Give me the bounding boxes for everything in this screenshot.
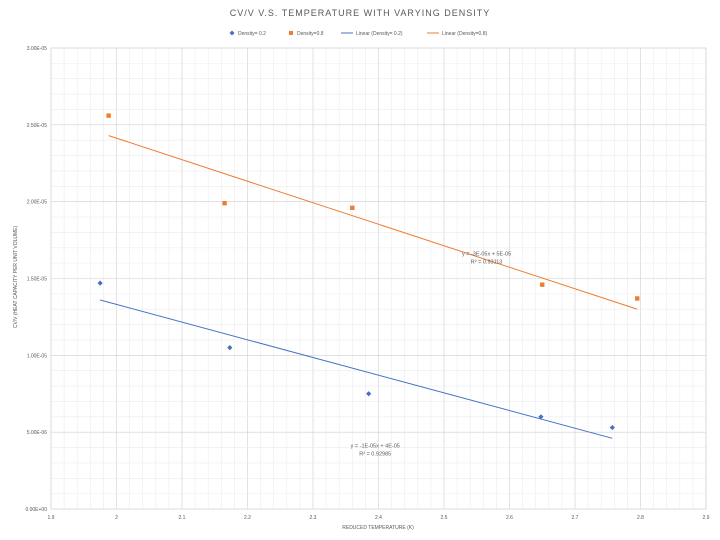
y-axis-ticks: 0.00E+00 5.00E-06 1.00E-05 1.50E-05 2.00E-05… (25, 46, 47, 513)
legend: Density= 0.2 Density=0.8 Linear (Density= … (229, 30, 487, 37)
trendline-series-2 (108, 135, 638, 310)
x-tick-label: 2.2 (244, 515, 251, 521)
y-tick-label: 1.00E-05 (27, 353, 48, 359)
trendline-r-squared: R² = 0.93113 (471, 259, 503, 265)
y-tick-label: 2.00E-05 (27, 200, 48, 206)
data-point-series-1 (609, 424, 615, 431)
trendlines (99, 135, 638, 439)
y-tick-label: 1.50E-05 (27, 277, 48, 283)
gridlines (50, 47, 707, 510)
legend-label: Density= 0.2 (238, 31, 266, 37)
chart-title: CV/V V.S. TEMPERATURE WITH VARYING DENSI… (230, 8, 491, 18)
legend-label: Linear (Density=0.8) (442, 31, 487, 37)
data-point-series-2 (540, 282, 545, 287)
x-tick-label: 2 (115, 515, 118, 521)
x-tick-label: 2.3 (310, 515, 317, 521)
x-tick-label: 2.6 (506, 515, 513, 521)
data-point-series-2 (106, 113, 111, 118)
data-point-series-2 (222, 201, 227, 206)
data-point-series-1 (97, 280, 103, 286)
x-axis-ticks: 1.9 2 2.1 2.2 2.3 2.4 2.5 2.6 2.7 2.8 2.9 (48, 515, 710, 521)
x-tick-label: 2.9 (703, 515, 710, 521)
data-point-series-2 (635, 296, 640, 301)
data-point-series-1 (366, 391, 372, 397)
trendline-equations: y = -1E-05x + 4E-05 R² = 0.92985 y = -3E-0… (351, 251, 512, 457)
data-points (97, 113, 640, 431)
trendline-equation: y = -1E-05x + 4E-05 (351, 444, 400, 450)
plot-area-border (50, 47, 707, 510)
x-tick-label: 2.1 (179, 515, 186, 521)
x-tick-label: 1.9 (48, 515, 55, 521)
y-axis-label: CV/V (HEAT CAPACITY PER UNIT VOLUME) (13, 226, 19, 329)
x-tick-label: 2.4 (375, 515, 382, 521)
x-tick-label: 2.7 (572, 515, 579, 521)
x-tick-label: 2.8 (637, 515, 644, 521)
trendline-equation: y = -3E-05x + 5E-05 (462, 251, 511, 257)
legend-label: Linear (Density= 0.2) (356, 31, 403, 37)
data-point-series-1 (538, 414, 544, 420)
y-tick-label: 2.50E-05 (27, 123, 48, 129)
y-tick-label: 5.00E-06 (27, 430, 48, 436)
trendline-r-squared: R² = 0.92985 (359, 452, 391, 458)
x-tick-label: 2.5 (441, 515, 448, 521)
legend-marker-square (289, 31, 293, 35)
legend-label: Density=0.8 (297, 31, 324, 37)
y-tick-label: 3.00E-05 (27, 46, 48, 52)
trendline-series-1 (99, 299, 613, 439)
legend-marker-diamond (229, 30, 235, 36)
x-axis-label: REDUCED TEMPERATURE (K) (342, 525, 414, 531)
data-point-series-1 (227, 345, 233, 351)
data-point-series-2 (350, 205, 355, 211)
plot-border (50, 47, 707, 510)
y-tick-label: 0.00E+00 (25, 507, 47, 513)
